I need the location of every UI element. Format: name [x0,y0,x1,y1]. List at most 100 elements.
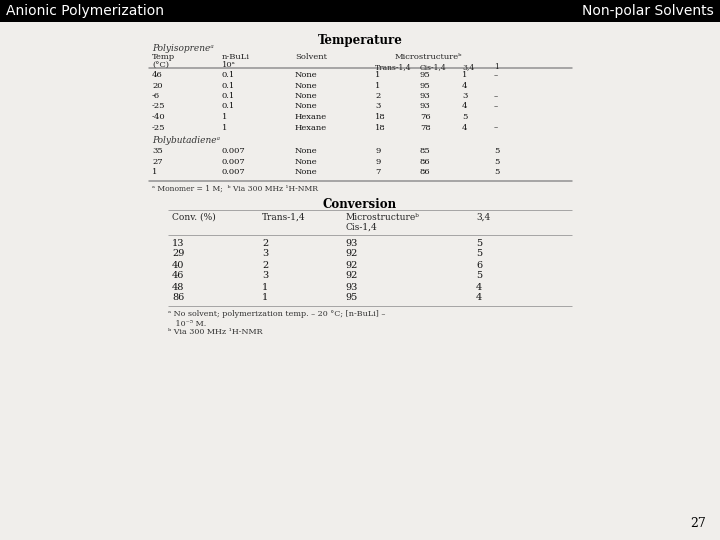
Text: 4: 4 [476,282,482,292]
Text: 3: 3 [462,92,467,100]
Text: –: – [494,92,498,100]
Text: 86: 86 [420,158,431,165]
Text: 1: 1 [494,63,499,71]
Text: 4: 4 [476,294,482,302]
Text: 0.1: 0.1 [222,82,235,90]
Text: 3: 3 [375,103,380,111]
Text: -40: -40 [152,113,166,121]
Text: None: None [295,103,318,111]
Text: 0.007: 0.007 [222,147,246,155]
Text: 9: 9 [375,158,380,165]
Text: Cis-1,4: Cis-1,4 [420,63,446,71]
Text: 18: 18 [375,124,386,132]
Text: Anionic Polymerization: Anionic Polymerization [6,4,164,18]
Text: 3: 3 [262,272,269,280]
Text: 0.1: 0.1 [222,71,235,79]
Text: 7: 7 [375,168,380,176]
Text: Non-polar Solvents: Non-polar Solvents [582,4,714,18]
Text: 13: 13 [172,239,184,247]
Text: 92: 92 [345,260,357,269]
Text: 95: 95 [420,71,431,79]
Text: 3,4: 3,4 [462,63,474,71]
Text: n-BuLi: n-BuLi [222,53,250,61]
Text: 1: 1 [262,294,269,302]
Text: 2: 2 [262,239,269,247]
Text: 0.007: 0.007 [222,158,246,165]
Text: None: None [295,82,318,90]
Text: –: – [494,103,498,111]
Text: Hexane: Hexane [295,124,327,132]
Text: 78: 78 [420,124,431,132]
Text: None: None [295,147,318,155]
Text: Polyisopreneᵃ: Polyisopreneᵃ [152,44,214,53]
Text: -25: -25 [152,124,166,132]
Text: ᵃ Monomer = 1 M;  ᵇ Via 300 MHz ¹H-NMR: ᵃ Monomer = 1 M; ᵇ Via 300 MHz ¹H-NMR [152,185,318,192]
Text: 10ᵃ: 10ᵃ [222,61,236,69]
Text: 92: 92 [345,272,357,280]
Text: Temp: Temp [152,53,175,61]
Text: 46: 46 [152,71,163,79]
Text: -6: -6 [152,92,160,100]
Text: 1: 1 [375,82,380,90]
Text: 4: 4 [462,124,467,132]
Text: 95: 95 [345,294,357,302]
Text: 40: 40 [172,260,184,269]
Text: 86: 86 [172,294,184,302]
Text: ᵇ Via 300 MHz ¹H-NMR: ᵇ Via 300 MHz ¹H-NMR [168,328,263,336]
Text: 5: 5 [476,239,482,247]
Text: None: None [295,71,318,79]
Text: 1: 1 [462,71,467,79]
Text: 0.007: 0.007 [222,168,246,176]
Text: 1: 1 [152,168,158,176]
Text: 46: 46 [172,272,184,280]
Text: Microstructureᵇ: Microstructureᵇ [345,213,419,221]
Text: 5: 5 [476,249,482,259]
Text: None: None [295,92,318,100]
Text: Trans-1,4: Trans-1,4 [375,63,412,71]
Text: 93: 93 [420,92,431,100]
Text: Cis-1,4: Cis-1,4 [345,222,377,232]
Text: (°C): (°C) [152,61,169,69]
Text: -25: -25 [152,103,166,111]
Text: 2: 2 [262,260,269,269]
Text: 9: 9 [375,147,380,155]
Text: 5: 5 [494,158,500,165]
Text: 6: 6 [476,260,482,269]
Bar [0,0,720,22]
Text: Conversion: Conversion [323,198,397,211]
Text: 1: 1 [375,71,380,79]
Text: 1: 1 [262,282,269,292]
Text: 4: 4 [462,103,467,111]
Text: 10⁻⁵ M.: 10⁻⁵ M. [168,320,206,327]
Text: 4: 4 [462,82,467,90]
Text: 95: 95 [420,82,431,90]
Text: None: None [295,168,318,176]
Text: 1: 1 [222,124,228,132]
Text: Trans-1,4: Trans-1,4 [262,213,305,221]
Text: None: None [295,158,318,165]
Text: Temperature: Temperature [318,34,402,47]
Text: 93: 93 [345,282,357,292]
Text: Hexane: Hexane [295,113,327,121]
Text: 20: 20 [152,82,163,90]
Text: 86: 86 [420,168,431,176]
Text: Solvent: Solvent [295,53,327,61]
Text: –: – [494,124,498,132]
Text: 93: 93 [420,103,431,111]
Text: 0.1: 0.1 [222,103,235,111]
Text: 27: 27 [152,158,163,165]
Text: 0.1: 0.1 [222,92,235,100]
Text: 35: 35 [152,147,163,155]
Text: 5: 5 [476,272,482,280]
Text: –: – [494,71,498,79]
Text: 29: 29 [172,249,184,259]
Text: 93: 93 [345,239,357,247]
Text: Microstructureᵇ: Microstructureᵇ [395,53,462,61]
Text: 5: 5 [462,113,467,121]
Text: Polybutadieneᵃ: Polybutadieneᵃ [152,136,220,145]
Text: 18: 18 [375,113,386,121]
Text: ᵃ No solvent; polymerization temp. – 20 °C; [n-BuLi] –: ᵃ No solvent; polymerization temp. – 20 … [168,310,385,319]
Text: 85: 85 [420,147,431,155]
Text: Conv. (%): Conv. (%) [172,213,216,221]
Text: 27: 27 [690,517,706,530]
